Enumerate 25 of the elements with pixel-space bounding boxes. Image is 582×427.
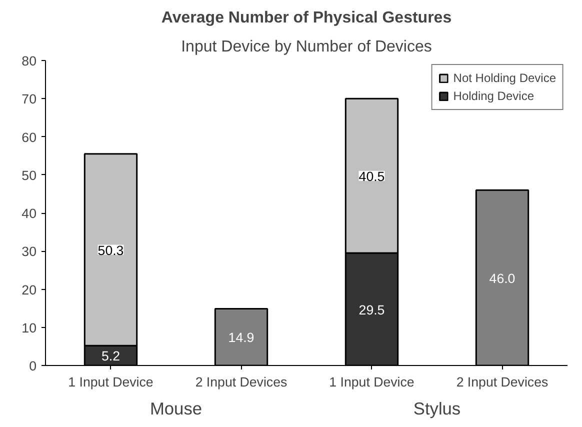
y-tick-label: 0 <box>29 358 37 374</box>
y-tick-label: 50 <box>22 168 37 183</box>
x-tick-label: 2 Input Devices <box>456 374 549 390</box>
x-tick-label: 1 Input Device <box>68 374 154 390</box>
y-tick-label: 70 <box>22 92 37 107</box>
legend-label: Not Holding Device <box>453 71 556 85</box>
y-tick-label: 20 <box>22 282 37 298</box>
data-label: 29.5 <box>358 302 385 318</box>
chart-subtitle: Input Device by Number of Devices <box>181 38 432 56</box>
y-tick-label: 80 <box>22 54 37 68</box>
data-label: 50.3 <box>98 242 124 258</box>
y-tick-label: 60 <box>22 130 37 145</box>
text: Mouse <box>150 398 202 418</box>
y-tick-label: 30 <box>22 244 37 260</box>
legend-label: Holding Device <box>453 89 534 103</box>
chart-title: Average Number of Physical Gestures <box>161 10 452 26</box>
y-tick-label: 10 <box>22 320 37 336</box>
data-label: 46.0 <box>489 270 516 286</box>
x-tick-label: 2 Input Devices <box>195 374 288 390</box>
x-tick-label: 1 Input Device <box>329 374 414 390</box>
y-tick-label: 40 <box>22 206 37 221</box>
data-label: 5.2 <box>101 348 120 364</box>
data-label: 14.9 <box>228 330 254 346</box>
data-label: 40.5 <box>358 168 385 184</box>
text: Stylus <box>413 398 461 418</box>
